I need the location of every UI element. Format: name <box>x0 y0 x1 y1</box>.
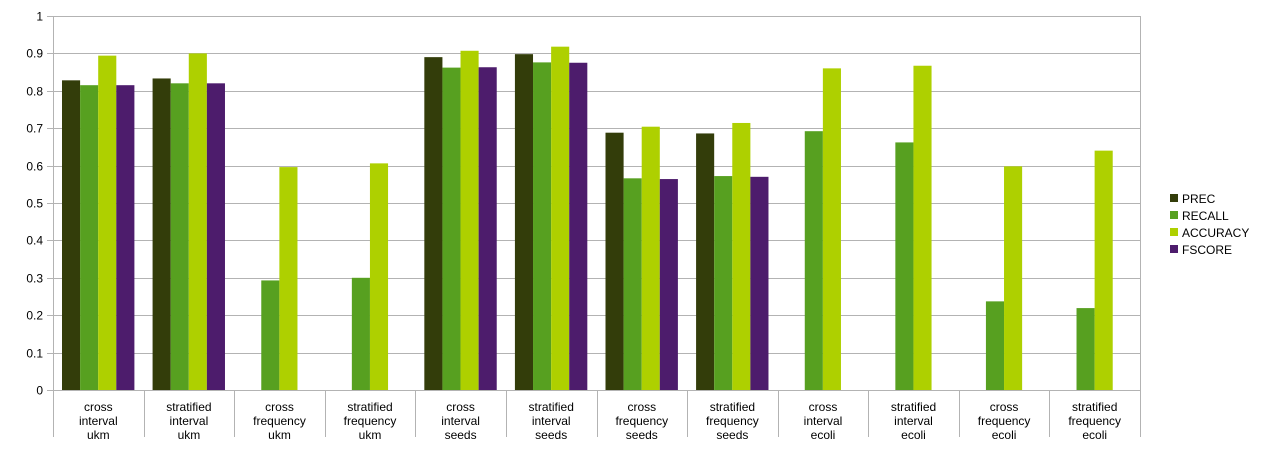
category-label: cross <box>809 400 838 414</box>
y-tick-label: 0.3 <box>26 272 43 286</box>
category-label: interval <box>79 414 118 428</box>
bar-accuracy-1 <box>188 53 207 391</box>
category-label: cross <box>990 400 1019 414</box>
gridlines <box>53 16 1140 391</box>
category-label: seeds <box>445 428 477 442</box>
category-label: stratified <box>710 400 755 414</box>
bar-recall-7 <box>714 176 733 390</box>
y-tick-label: 0.5 <box>26 197 43 211</box>
category-label: interval <box>441 414 480 428</box>
bar-recall-6 <box>623 178 642 390</box>
y-tick-label: 0.9 <box>26 47 43 61</box>
bar-accuracy-5 <box>551 46 570 391</box>
bar-accuracy-2 <box>279 167 298 390</box>
category-label: cross <box>265 400 294 414</box>
category-label: frequency <box>253 414 306 428</box>
bar-prec-6 <box>605 132 624 390</box>
bar-fscore-5 <box>569 62 588 390</box>
category-label: stratified <box>347 400 392 414</box>
category-label: seeds <box>535 428 567 442</box>
y-tick-label: 0.8 <box>26 85 43 99</box>
category-label: interval <box>894 414 933 428</box>
bar-recall-1 <box>170 83 189 390</box>
y-tick-label: 0.2 <box>26 309 43 323</box>
legend-swatch-prec <box>1170 194 1178 202</box>
bar-fscore-4 <box>478 67 497 391</box>
bar-recall-3 <box>351 277 370 390</box>
legend-label-prec: PREC <box>1182 192 1216 206</box>
category-label: cross <box>446 400 475 414</box>
bar-recall-9 <box>895 142 914 390</box>
y-axis-tick-labels: 0 0.1 0.2 0.3 0.4 0.5 0.6 0.7 0.8 0.9 1 <box>26 10 53 398</box>
category-label: interval <box>804 414 843 428</box>
y-tick-label: 0.4 <box>26 234 43 248</box>
bar-accuracy-4 <box>460 50 479 390</box>
bar-recall-10 <box>985 301 1005 390</box>
bar-series <box>62 46 1113 391</box>
bar-prec-1 <box>152 78 171 391</box>
bar-accuracy-3 <box>369 163 389 390</box>
category-label: stratified <box>891 400 936 414</box>
legend-label-fscore: FSCORE <box>1182 243 1232 257</box>
category-label: ukm <box>178 428 201 442</box>
category-label: frequency <box>344 414 397 428</box>
axes <box>53 16 1141 437</box>
bar-fscore-0 <box>116 85 135 390</box>
bar-prec-4 <box>424 57 443 390</box>
y-tick-label: 0.7 <box>26 122 43 136</box>
category-label: interval <box>170 414 209 428</box>
legend-swatch-fscore <box>1170 245 1178 253</box>
legend-label-recall: RECALL <box>1182 209 1229 223</box>
y-tick-label: 0.1 <box>26 347 43 361</box>
bar-accuracy-0 <box>98 55 117 390</box>
category-label: ukm <box>268 428 291 442</box>
bar-prec-5 <box>514 54 534 391</box>
bar-fscore-6 <box>659 179 678 390</box>
bar-accuracy-7 <box>732 122 751 391</box>
bar-recall-2 <box>261 280 280 390</box>
category-label: ukm <box>87 428 110 442</box>
category-label: frequency <box>978 414 1031 428</box>
bar-fscore-7 <box>750 176 769 390</box>
y-tick-label: 0.6 <box>26 160 43 174</box>
category-label: frequency <box>615 414 668 428</box>
category-label: ukm <box>359 428 382 442</box>
category-label: stratified <box>166 400 211 414</box>
bar-fscore-1 <box>206 83 225 390</box>
y-tick-label: 1 <box>36 10 43 24</box>
bar-recall-8 <box>804 131 823 390</box>
category-label: frequency <box>1068 414 1121 428</box>
category-label: seeds <box>626 428 658 442</box>
bar-accuracy-9 <box>913 65 932 391</box>
legend-swatch-recall <box>1170 211 1178 219</box>
category-labels: crossintervalukmstratifiedintervalukmcro… <box>79 400 1121 442</box>
bar-recall-0 <box>80 85 99 390</box>
bar-prec-0 <box>62 80 81 390</box>
category-label: stratified <box>1072 400 1117 414</box>
category-label: ecoli <box>901 428 926 442</box>
legend-swatch-accuracy <box>1170 228 1178 236</box>
category-label: ecoli <box>811 428 836 442</box>
category-label: ecoli <box>992 428 1017 442</box>
category-label: interval <box>532 414 571 428</box>
bar-recall-11 <box>1076 308 1095 390</box>
category-label: seeds <box>716 428 748 442</box>
category-label: frequency <box>706 414 759 428</box>
y-tick-label: 0 <box>36 384 43 398</box>
category-label: stratified <box>529 400 574 414</box>
bar-accuracy-6 <box>641 126 660 390</box>
bar-accuracy-10 <box>1004 166 1023 390</box>
legend-label-accuracy: ACCURACY <box>1182 226 1249 240</box>
bar-recall-5 <box>533 62 552 390</box>
bar-accuracy-11 <box>1094 150 1113 390</box>
category-label: ecoli <box>1082 428 1107 442</box>
category-label: cross <box>627 400 656 414</box>
category-label: cross <box>84 400 113 414</box>
legend: PREC RECALL ACCURACY FSCORE <box>1170 192 1249 257</box>
bar-accuracy-8 <box>822 68 841 391</box>
bar-recall-4 <box>442 67 461 391</box>
bar-prec-7 <box>696 133 715 390</box>
